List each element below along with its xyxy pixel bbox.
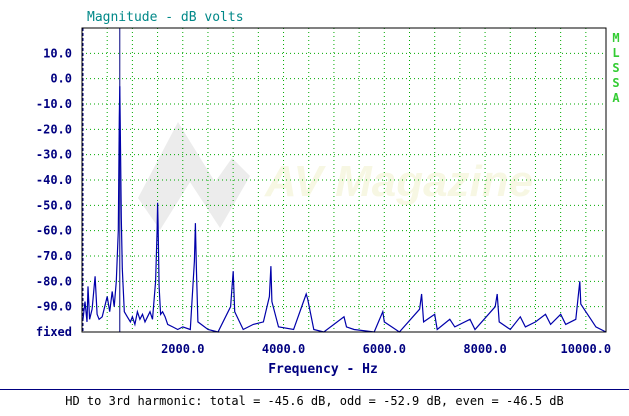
side-label-letter: S [612, 76, 619, 90]
side-label-letter: L [612, 46, 619, 60]
x-tick-label: 8000.0 [463, 342, 506, 356]
y-tick-label: -90.0 [36, 300, 72, 314]
x-tick-label: 4000.0 [262, 342, 305, 356]
y-tick-label: -10.0 [36, 97, 72, 111]
y-tick-label: -80.0 [36, 274, 72, 288]
y-tick-label: fixed [36, 325, 72, 339]
tick-labels: 10.0 0.0 -10.0 -20.0 -30.0 -40.0 -50.0 -60.0 -70… [36, 46, 611, 356]
side-label-letter: S [612, 61, 619, 75]
spectrum-trace [82, 86, 607, 333]
spectrum-series [82, 86, 607, 333]
y-tick-label: 10.0 [43, 46, 72, 60]
harmonic-summary: HD to 3rd harmonic: total = -45.6 dB, od… [65, 394, 564, 408]
y-tick-label: -30.0 [36, 148, 72, 162]
side-label-letter: M [612, 31, 619, 45]
y-tick-label: -60.0 [36, 224, 72, 238]
y-tick-label: -40.0 [36, 173, 72, 187]
footer-divider [0, 389, 629, 390]
grid [82, 28, 606, 332]
y-tick-label: -50.0 [36, 198, 72, 212]
x-axis-label: Frequency - Hz [268, 362, 378, 377]
y-tick-label: -70.0 [36, 249, 72, 263]
x-tick-label: 6000.0 [363, 342, 406, 356]
x-tick-label: 10000.0 [561, 342, 612, 356]
watermark-logo: AV Magazine [138, 122, 533, 230]
x-tick-label: 2000.0 [161, 342, 204, 356]
plot-frame [81, 27, 607, 333]
y-tick-label: 0.0 [50, 72, 72, 86]
markers [82, 28, 121, 332]
y-tick-label: -20.0 [36, 122, 72, 136]
chart-title: Magnitude - dB volts [87, 10, 244, 25]
watermark-text: AV Magazine [264, 157, 533, 206]
side-label-letter: A [612, 91, 620, 105]
